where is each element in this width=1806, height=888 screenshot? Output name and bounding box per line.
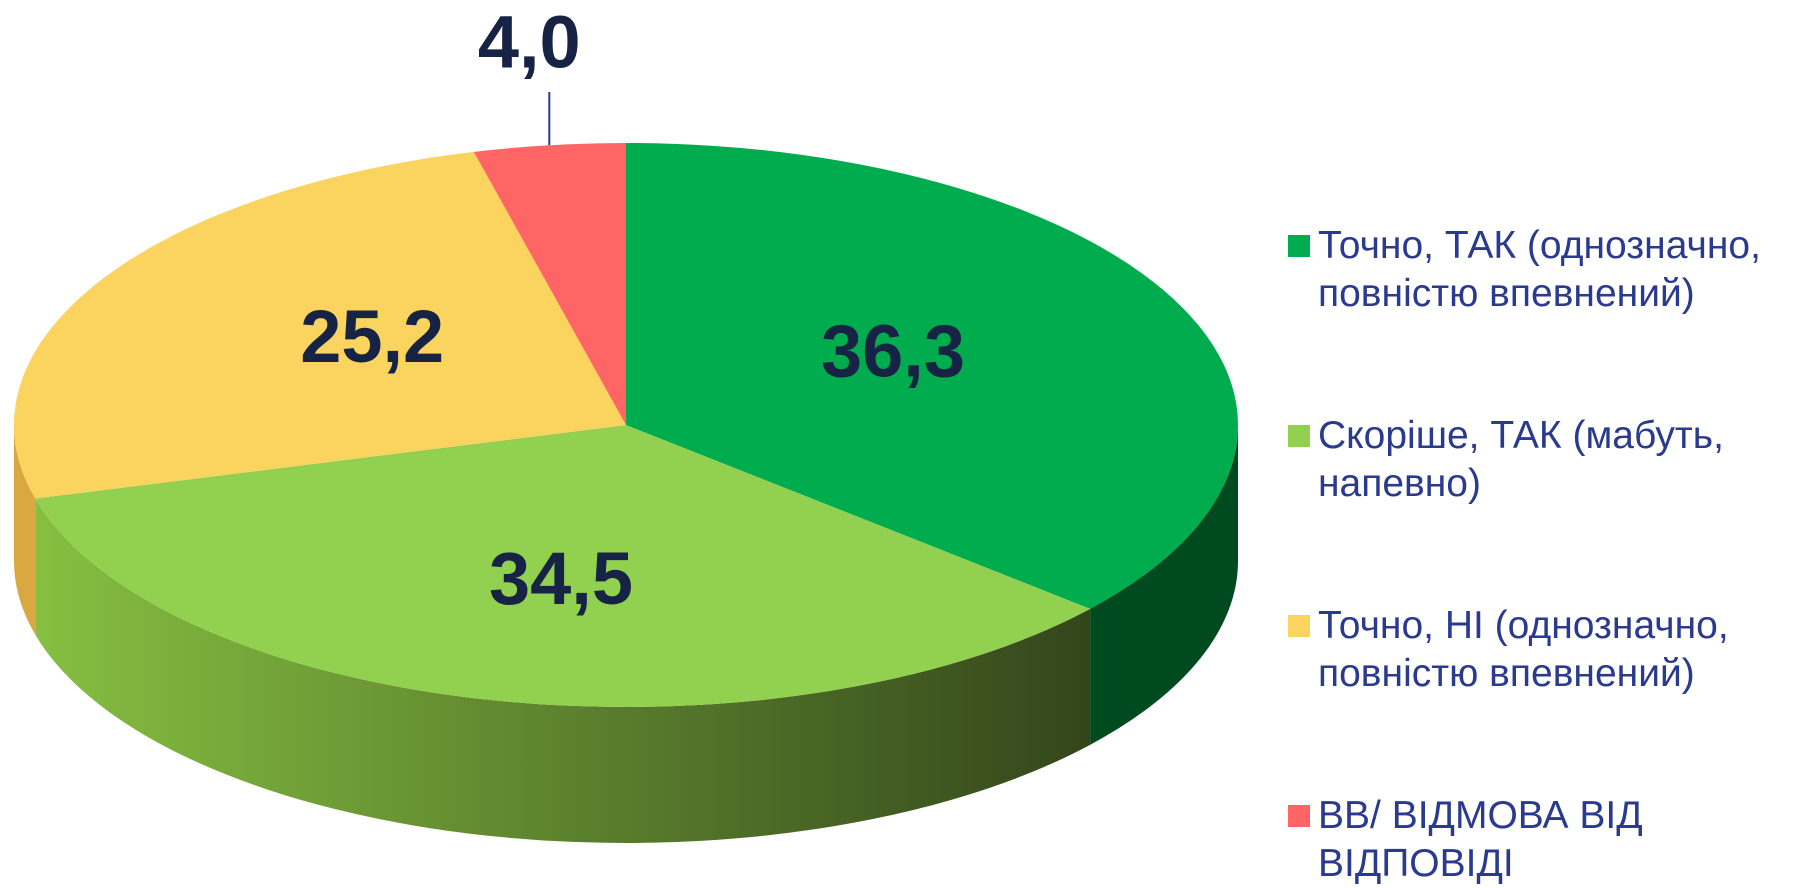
legend-swatch xyxy=(1288,235,1310,257)
slice xyxy=(473,143,626,425)
slice xyxy=(13,151,626,499)
data-label: 36,3 xyxy=(821,309,965,392)
legend-label: ВВ/ ВІДМОВА ВІД ВІДПОВІДІ xyxy=(1318,794,1643,885)
legend-label: Точно, ТАК (однозначно, повністю впевнен… xyxy=(1318,224,1761,315)
legend-label: Точно, НІ (однозначно, повністю впевнени… xyxy=(1318,604,1729,695)
slice-side xyxy=(14,425,36,635)
data-label: 4,0 xyxy=(478,1,581,84)
legend-item: ВВ/ ВІДМОВА ВІД ВІДПОВІДІ xyxy=(1288,792,1803,888)
legend-item: Точно, ТАК (однозначно, повністю впевнен… xyxy=(1288,222,1803,318)
legend-item: Скоріше, ТАК (мабуть, напевно) xyxy=(1288,412,1803,508)
legend-swatch xyxy=(1288,425,1310,447)
data-label: 34,5 xyxy=(489,537,633,620)
legend-item: Точно, НІ (однозначно, повністю впевнени… xyxy=(1288,602,1803,698)
legend-label: Скоріше, ТАК (мабуть, напевно) xyxy=(1318,414,1724,505)
data-label: 25,2 xyxy=(300,295,444,378)
legend-swatch xyxy=(1288,805,1310,827)
slice-side xyxy=(35,498,1091,843)
slice xyxy=(626,143,1239,609)
legend-swatch xyxy=(1288,615,1310,637)
slice-side xyxy=(1090,425,1238,745)
slice xyxy=(35,425,1091,707)
